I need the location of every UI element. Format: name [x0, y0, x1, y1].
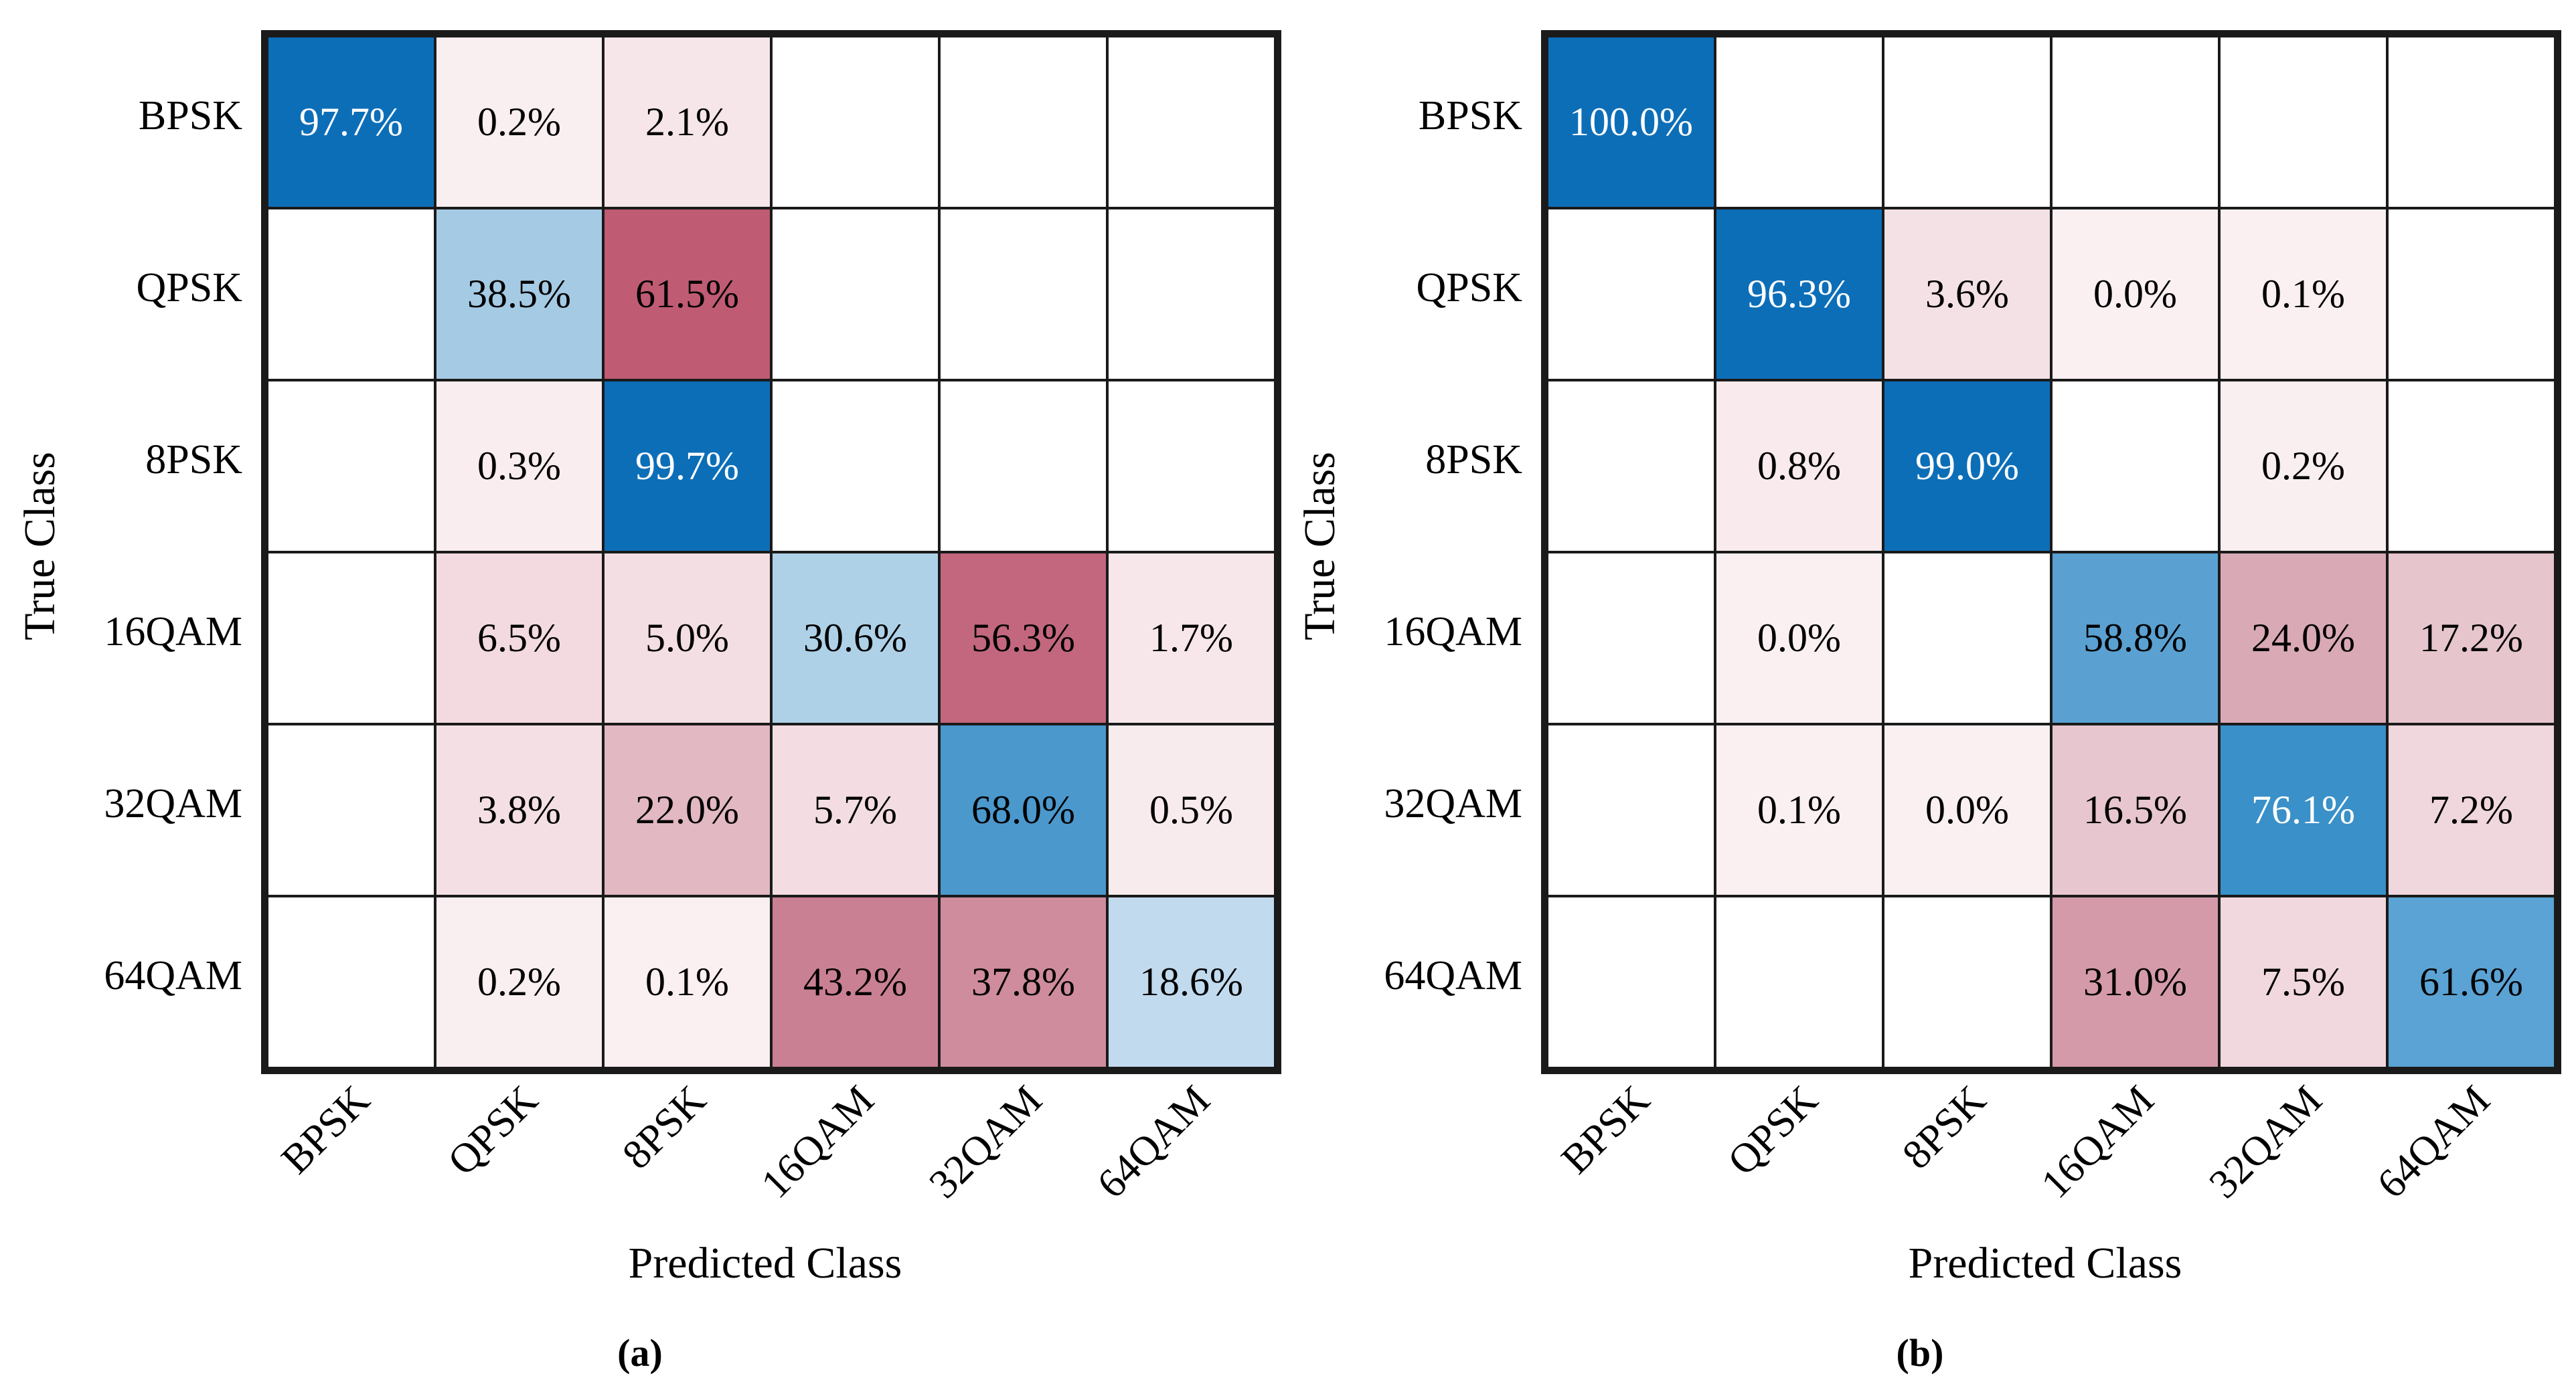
- matrix-cell: [771, 380, 939, 552]
- y-tick-label: 16QAM: [1384, 609, 1522, 655]
- matrix-cell: [2387, 380, 2555, 552]
- y-tick-label: BPSK: [138, 93, 242, 139]
- matrix-cell: 0.5%: [1107, 724, 1275, 896]
- matrix-cell: [1883, 552, 2051, 724]
- matrix-cell: 58.8%: [2051, 552, 2219, 724]
- matrix-cell: [1547, 724, 1715, 896]
- matrix-cell: [1715, 896, 1883, 1068]
- matrix-cell: 17.2%: [2387, 552, 2555, 724]
- matrix-cell: [939, 36, 1107, 208]
- y-tick-label: 8PSK: [145, 437, 242, 483]
- subfigure-b: True Class BPSK QPSK 8PSK 16QAM 32QAM 64QAM 1…: [1280, 0, 2574, 1388]
- matrix-cell: 6.5%: [435, 552, 603, 724]
- matrix-cell: [1107, 208, 1275, 380]
- matrix-cell: 5.7%: [771, 724, 939, 896]
- y-tick-label: QPSK: [1416, 265, 1522, 311]
- matrix-cell: [771, 36, 939, 208]
- matrix-cell: 99.0%: [1883, 380, 2051, 552]
- matrix-cell: 5.0%: [603, 552, 771, 724]
- matrix-cell: [1107, 380, 1275, 552]
- matrix-cell: 100.0%: [1547, 36, 1715, 208]
- matrix-cell: 0.8%: [1715, 380, 1883, 552]
- matrix-cell: [1715, 36, 1883, 208]
- matrix-cell: 99.7%: [603, 380, 771, 552]
- matrix-cell: 7.2%: [2387, 724, 2555, 896]
- matrix-cell: [1883, 896, 2051, 1068]
- matrix-cell: [1547, 208, 1715, 380]
- matrix-cell: [1107, 36, 1275, 208]
- matrix-cell: 18.6%: [1107, 896, 1275, 1068]
- matrix-cell: 0.2%: [435, 36, 603, 208]
- matrix-cell: 3.8%: [435, 724, 603, 896]
- matrix-cell: 68.0%: [939, 724, 1107, 896]
- matrix-cell: 0.0%: [1715, 552, 1883, 724]
- matrix-cell: [2387, 208, 2555, 380]
- matrix-cell: [771, 208, 939, 380]
- confusion-matrix-grid-b: 100.0% 96.3% 3.6% 0.0% 0.1% 0.8% 99.0% 0.2% 0.0%…: [1541, 30, 2561, 1074]
- matrix-cell: [267, 380, 435, 552]
- x-axis-title: Predicted Class: [628, 1239, 902, 1288]
- matrix-cell: [267, 208, 435, 380]
- x-axis-title: Predicted Class: [1908, 1239, 2182, 1288]
- y-tick-label: BPSK: [1418, 93, 1522, 139]
- matrix-cell: 0.0%: [2051, 208, 2219, 380]
- matrix-cell: [267, 552, 435, 724]
- matrix-cell: 2.1%: [603, 36, 771, 208]
- matrix-cell: 97.7%: [267, 36, 435, 208]
- matrix-cell: [939, 208, 1107, 380]
- matrix-cell: 7.5%: [2219, 896, 2387, 1068]
- matrix-cell: 30.6%: [771, 552, 939, 724]
- matrix-cell: [2219, 36, 2387, 208]
- matrix-cell: 38.5%: [435, 208, 603, 380]
- confusion-matrix-grid-a: 97.7% 0.2% 2.1% 38.5% 61.5% 0.3% 99.7% 6.5% 5.0%…: [261, 30, 1281, 1074]
- matrix-cell: [2051, 36, 2219, 208]
- subfigure-a: True Class BPSK QPSK 8PSK 16QAM 32QAM 64QAM 9…: [15, 30, 1281, 1375]
- y-tick-label: 32QAM: [104, 781, 242, 827]
- matrix-cell: 31.0%: [2051, 896, 2219, 1068]
- matrix-cell: 76.1%: [2219, 724, 2387, 896]
- matrix-cell: 37.8%: [939, 896, 1107, 1068]
- matrix-cell: [1547, 380, 1715, 552]
- matrix-cell: 0.1%: [1715, 724, 1883, 896]
- matrix-cell: 0.2%: [2219, 380, 2387, 552]
- matrix-cell: [267, 896, 435, 1068]
- y-tick-label: QPSK: [136, 265, 242, 311]
- matrix-cell: 61.5%: [603, 208, 771, 380]
- matrix-cell: 22.0%: [603, 724, 771, 896]
- matrix-cell: 0.1%: [2219, 208, 2387, 380]
- matrix-cell: [939, 380, 1107, 552]
- matrix-cell: 1.7%: [1107, 552, 1275, 724]
- matrix-cell: 61.6%: [2387, 896, 2555, 1068]
- matrix-cell: 0.2%: [435, 896, 603, 1068]
- matrix-cell: 0.3%: [435, 380, 603, 552]
- matrix-cell: 24.0%: [2219, 552, 2387, 724]
- y-tick-label: 64QAM: [1384, 953, 1522, 999]
- y-tick-label: 64QAM: [104, 953, 242, 999]
- matrix-cell: 16.5%: [2051, 724, 2219, 896]
- matrix-cell: [267, 724, 435, 896]
- matrix-cell: [2387, 36, 2555, 208]
- matrix-cell: 0.0%: [1883, 724, 2051, 896]
- matrix-cell: [2051, 380, 2219, 552]
- subfigure-caption-a: (a): [617, 1331, 663, 1375]
- subfigure-caption-b: (b): [1896, 1331, 1944, 1375]
- y-tick-label: 8PSK: [1425, 437, 1522, 483]
- matrix-cell: [1883, 36, 2051, 208]
- matrix-cell: 0.1%: [603, 896, 771, 1068]
- matrix-cell: [1547, 896, 1715, 1068]
- y-tick-label: 32QAM: [1384, 781, 1522, 827]
- matrix-cell: 56.3%: [939, 552, 1107, 724]
- matrix-cell: 96.3%: [1715, 208, 1883, 380]
- y-tick-label: 16QAM: [104, 609, 242, 655]
- matrix-cell: [1547, 552, 1715, 724]
- matrix-cell: 3.6%: [1883, 208, 2051, 380]
- matrix-cell: 43.2%: [771, 896, 939, 1068]
